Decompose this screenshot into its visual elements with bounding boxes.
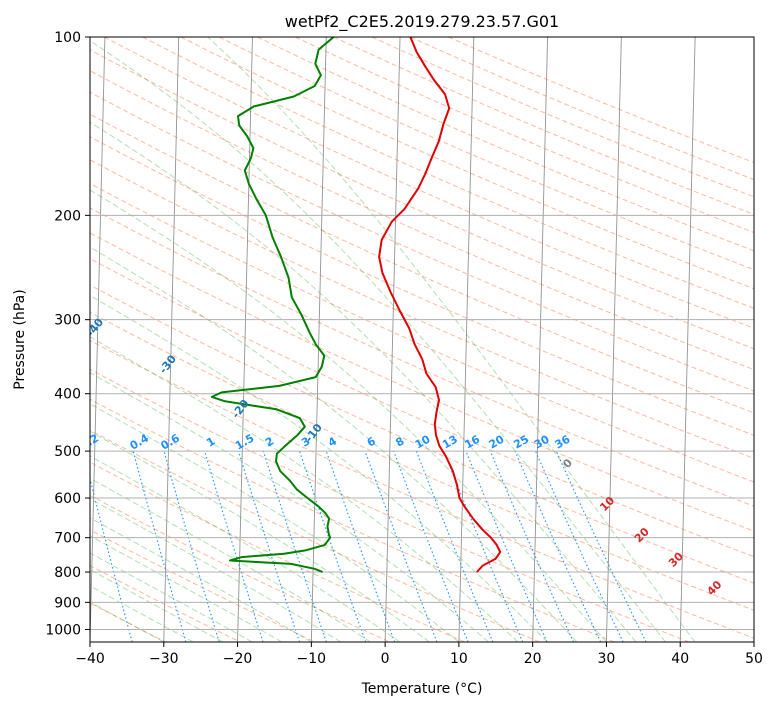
x-tick-label: −40 [75,651,105,667]
y-tick-label: 600 [54,491,81,507]
y-axis: 100 200 300 400 500 600 700 800 900 1000 [45,30,90,638]
moist-adiabat [90,246,578,642]
dry-adiabat [90,136,754,436]
moist-adiabat [90,430,430,642]
moist-adiabat [90,477,371,642]
x-tick-label: 0 [381,651,390,667]
x-tick-label: 40 [671,651,689,667]
mixing-ratio-line [393,450,469,642]
dry-adiabat [90,284,754,584]
x-axis-label: Temperature (°C) [361,681,483,697]
temperature-profile [378,37,502,573]
moist-adiabat [207,37,696,642]
moist-adiabat [90,336,519,642]
y-tick-label: 700 [54,531,81,547]
mixing-ratio-line [163,450,220,642]
dry-adiabat [90,49,754,350]
mixing-ratio-line [204,450,264,642]
dry-adiabat [90,429,540,642]
isotherm [458,37,475,642]
isotherm [384,37,401,642]
moist-adiabat [90,121,637,642]
isotherm [679,37,696,642]
isotherm [90,37,106,642]
mixing-ratio-line [489,450,575,642]
y-tick-label: 200 [54,208,81,224]
isotherm [237,37,253,642]
x-tick-label: 30 [598,651,616,667]
dry-adiabat [142,37,754,309]
y-tick-label: 300 [54,313,81,329]
dry-adiabat [90,207,754,507]
isotherm [532,37,549,642]
moist-adiabat [90,294,548,642]
y-tick-label: 900 [54,595,81,611]
dry-adiabat [90,258,754,558]
grid [90,37,754,642]
profiles [210,37,502,573]
moist-adiabat [90,535,283,642]
dry-adiabat [90,339,754,639]
x-tick-label: 10 [450,651,468,667]
x-tick-label: 20 [524,651,542,667]
y-tick-label: 1000 [45,622,81,638]
moist-adiabat [90,372,489,642]
y-tick-label: 400 [54,387,81,403]
chart-title: wetPf2_C2E5.2019.279.23.57.G01 [285,12,559,32]
dry-adiabat [90,461,465,642]
isotherm [163,37,180,642]
moist-adiabat [90,455,401,642]
mixing-ratio-label: 0.2 [78,432,101,453]
dewpoint-profile [210,37,335,573]
x-tick-label: 50 [745,651,763,667]
mixing-ratio-line [443,450,524,642]
x-tick-label: −30 [149,651,179,667]
y-tick-label: 100 [54,30,81,46]
moist-adiabat [90,189,607,642]
x-axis: −40 −30 −20 −10 0 10 20 30 40 50 [75,642,763,667]
moist-adiabat [90,403,460,642]
mixing-ratio-line [364,450,438,642]
dry-adiabat [90,70,754,371]
dry-adiabat [90,494,391,642]
y-tick-label: 500 [54,444,81,460]
mixing-ratio-line [465,450,548,642]
x-tick-label: −20 [223,651,253,667]
dry-adiabat [90,368,690,642]
y-axis-label: Pressure (hPa) [12,289,28,389]
plot-frame [89,36,755,643]
dry-adiabat [90,232,754,532]
mixing-ratio-line [299,450,367,642]
isotherm [605,37,622,642]
x-tick-label: −10 [297,651,327,667]
y-tick-label: 800 [54,565,81,581]
moist-adiabat [90,498,342,642]
isotherm [310,37,327,642]
dry-adiabat [90,565,241,642]
dry-adiabat [90,113,754,414]
mixing-ratio-line [132,450,187,642]
mixing-ratio-line [262,450,327,642]
mixing-ratio-line [237,450,301,642]
